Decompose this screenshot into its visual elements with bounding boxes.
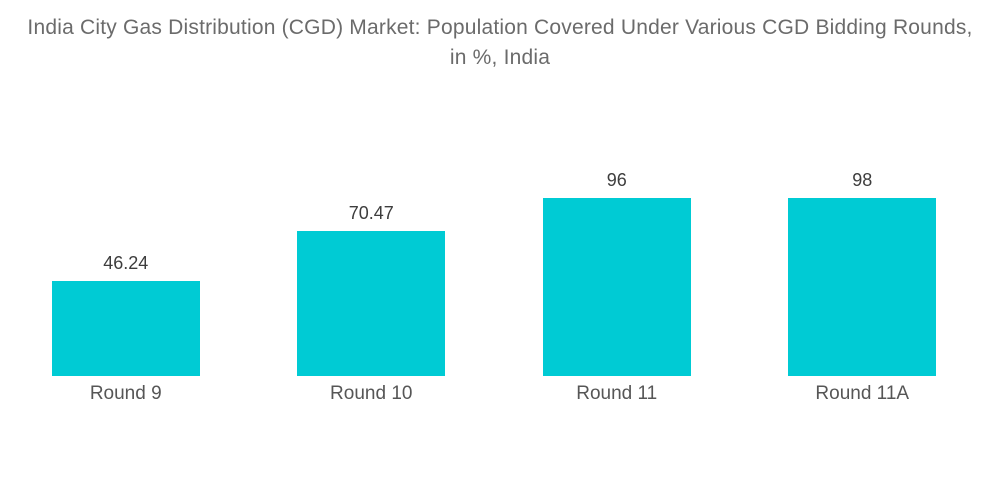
- bar: [542, 198, 691, 376]
- chart-title: India City Gas Distribution (CGD) Market…: [0, 13, 1000, 73]
- chart-title-text: India City Gas Distribution (CGD) Market…: [27, 16, 973, 69]
- category-label: Round 10: [330, 383, 413, 404]
- bar-value-label: 98: [852, 170, 873, 190]
- bar-slot: 98: [740, 170, 986, 376]
- bar-value-label: 96: [606, 170, 627, 190]
- plot-area: 46.24 70.47 96 98: [3, 170, 985, 376]
- category-label: Round 11: [576, 383, 658, 404]
- category-label: Round 11A: [815, 383, 910, 404]
- bar-slot: 96: [494, 170, 740, 376]
- bar-value-label: 70.47: [348, 202, 394, 223]
- bar: [51, 280, 200, 376]
- category-axis: Round 9 Round 10 Round 11 Round 11A: [3, 383, 985, 405]
- bar: [788, 198, 937, 376]
- bar-value-label: 46.24: [103, 252, 149, 273]
- bar-slot: 70.47: [249, 170, 495, 376]
- category-label: Round 9: [89, 383, 162, 404]
- bar-slot: 46.24: [3, 170, 249, 376]
- bar: [297, 230, 446, 376]
